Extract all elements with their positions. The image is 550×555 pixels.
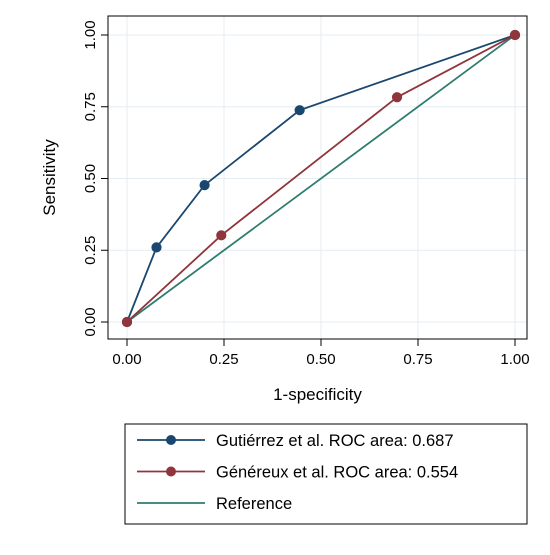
y-tick-label: 0.75	[82, 92, 99, 121]
x-axis-title: 1-specificity	[273, 385, 362, 404]
legend-label: Reference	[216, 495, 292, 513]
x-tick-label: 1.00	[500, 351, 529, 368]
legend-swatch-marker	[166, 435, 176, 445]
legend-label: Gutiérrez et al. ROC area: 0.687	[216, 432, 454, 450]
x-tick-label: 0.50	[306, 351, 335, 368]
legend-swatch-marker	[166, 466, 176, 477]
series-1-point	[294, 105, 305, 116]
series-2	[121, 29, 521, 328]
y-tick-label: 1.00	[82, 20, 99, 49]
series-3-line	[126, 34, 516, 323]
series-3	[126, 34, 516, 323]
series-1-point	[199, 180, 210, 191]
y-axis-title: Sensitivity	[40, 139, 59, 216]
series-2-point	[121, 316, 133, 328]
legend: Gutiérrez et al. ROC area: 0.687 Généreux…	[124, 423, 528, 525]
x-tick-label: 0.00	[112, 351, 141, 368]
series-1-point	[151, 242, 162, 253]
axes: 0.00 0.25 0.50 0.75 1.00 0.00 0.25 0.50 0.75 1.00	[82, 20, 530, 368]
legend-label: Généreux et al. ROC area: 0.554	[216, 464, 458, 482]
series-2-point	[509, 29, 521, 41]
y-tick-label: 0.25	[82, 236, 99, 265]
x-tick-label: 0.75	[403, 351, 432, 368]
y-tick-label: 0.50	[82, 164, 99, 193]
series-2-point	[391, 92, 403, 103]
series-layer	[121, 29, 521, 328]
plot-frame	[107, 15, 528, 340]
series-2-point	[216, 230, 227, 241]
x-tick-label: 0.25	[209, 351, 238, 368]
y-tick-label: 0.00	[82, 307, 99, 336]
series-2-line	[126, 34, 516, 323]
